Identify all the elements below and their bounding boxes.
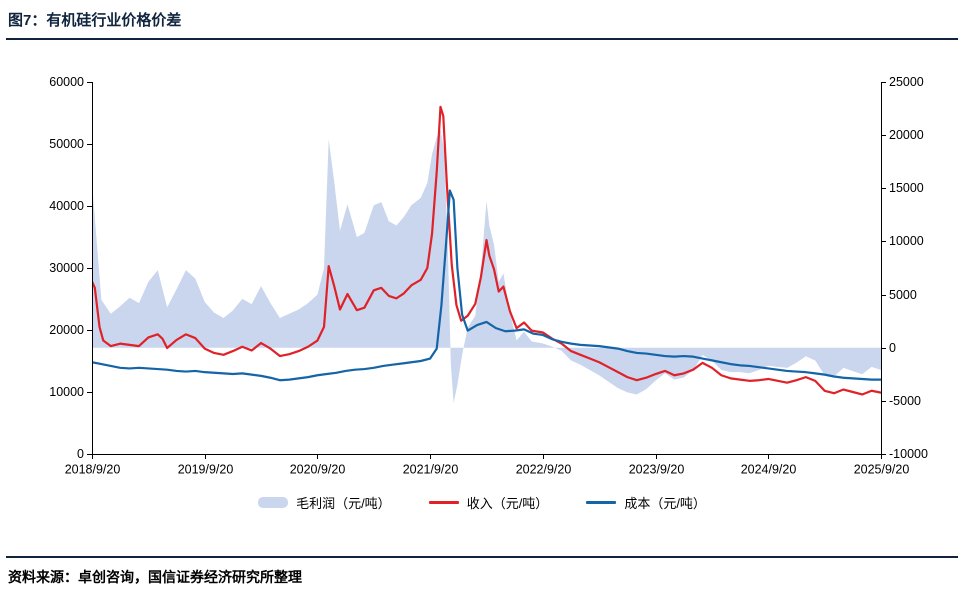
revenue-legend-label: 收入（元/吨） (466, 495, 549, 511)
source-note: 资料来源：卓创咨询，国信证券经济研究所整理 (8, 569, 302, 585)
legend-item-revenue: 收入（元/吨） (428, 493, 549, 512)
cost-line-swatch (586, 500, 617, 504)
title-divider (6, 38, 958, 40)
figure-title: 图7：有机硅行业价格价差 (8, 12, 182, 29)
chart-legend: 毛利润（元/吨） 收入（元/吨） 成本（元/吨） (0, 492, 964, 512)
source-divider (6, 556, 958, 558)
gross-profit-area-swatch (258, 496, 289, 508)
cost-legend-label: 成本（元/吨） (624, 495, 706, 511)
legend-item-gross-profit: 毛利润（元/吨） (258, 493, 391, 512)
revenue-line-swatch (428, 500, 459, 504)
price-spread-chart (0, 48, 964, 488)
gross-profit-legend-label: 毛利润（元/吨） (296, 495, 391, 511)
legend-item-cost: 成本（元/吨） (586, 493, 706, 512)
